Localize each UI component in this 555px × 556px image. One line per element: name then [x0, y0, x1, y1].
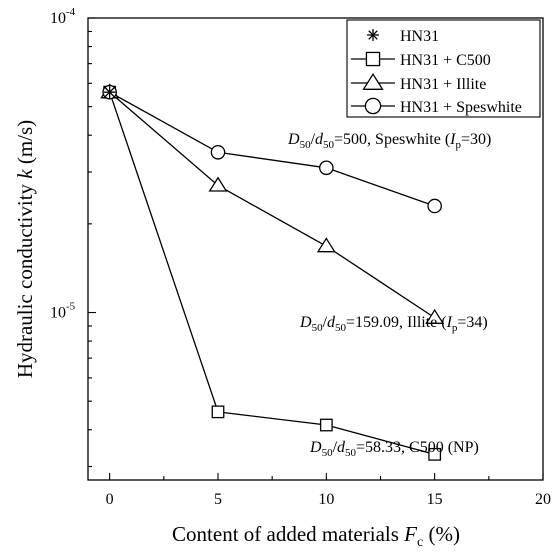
- y-axis-label: Hydraulic conductivity k (m/s): [13, 120, 37, 378]
- x-tick-labels: 0 5 10 15 20: [106, 491, 551, 508]
- legend-label: HN31 + Illite: [400, 76, 486, 93]
- square-marker: [211, 405, 225, 419]
- series-line: [109, 91, 435, 207]
- annotation-speswhite: D50/d50=500, Speswhite (Ip=30): [287, 131, 491, 151]
- star-marker: [367, 29, 379, 41]
- legend: HN31 HN31 + C500 HN31 + Illite HN31 + Spesw…: [346, 19, 541, 118]
- y-tick-label: 10-5: [50, 301, 76, 322]
- square-marker: [319, 418, 333, 432]
- annotation-illite: D50/d50=159.09, Illite (Ip=34): [299, 314, 488, 334]
- circle-marker: [427, 198, 442, 214]
- x-axis-label: Content of added materials Fc (%): [172, 522, 460, 550]
- legend-entry: HN31: [367, 28, 439, 45]
- circle-marker: [364, 97, 382, 115]
- legend-label: HN31 + C500: [400, 52, 491, 69]
- square-marker: [428, 447, 442, 461]
- legend-label: HN31: [400, 28, 439, 45]
- legend-label: HN31 + Speswhite: [400, 99, 522, 116]
- y-tick-labels: 10-4 10-5: [50, 6, 76, 322]
- annotation-c500: D50/d50=58.33, C500 (NP): [309, 439, 479, 459]
- series-hn31: [103, 86, 116, 99]
- circle-marker: [210, 144, 226, 160]
- axis-ticks: [88, 17, 544, 480]
- legend-entries: HN31 HN31 + C500 HN31 + Illite HN31 + Spesw…: [351, 28, 522, 116]
- legend-entry: HN31 + C500: [351, 51, 491, 69]
- legend-entry: HN31 + Speswhite: [351, 97, 522, 116]
- triangle-marker: [362, 72, 384, 90]
- series-layer: [100, 83, 445, 461]
- series-line: [109, 91, 436, 319]
- x-tick-label: 15: [427, 491, 443, 508]
- square-marker: [365, 51, 381, 67]
- y-tick-label: 10-4: [50, 6, 76, 27]
- series-line: [109, 91, 435, 455]
- legend-entry: HN31 + Illite: [351, 72, 486, 93]
- triangle-marker: [425, 308, 445, 324]
- triangle-marker: [316, 237, 336, 253]
- annotations: D50/d50=500, Speswhite (Ip=30) D50/d50=15…: [287, 131, 491, 459]
- x-tick-label: 0: [106, 491, 114, 508]
- star-marker: [103, 86, 116, 99]
- triangle-marker: [208, 176, 228, 192]
- x-tick-label: 5: [214, 491, 222, 508]
- series-hn31-illite: [100, 83, 445, 324]
- x-tick-label: 10: [318, 491, 334, 508]
- x-tick-label: 20: [535, 491, 551, 508]
- plot-frame: [87, 17, 544, 481]
- circle-marker: [319, 160, 334, 176]
